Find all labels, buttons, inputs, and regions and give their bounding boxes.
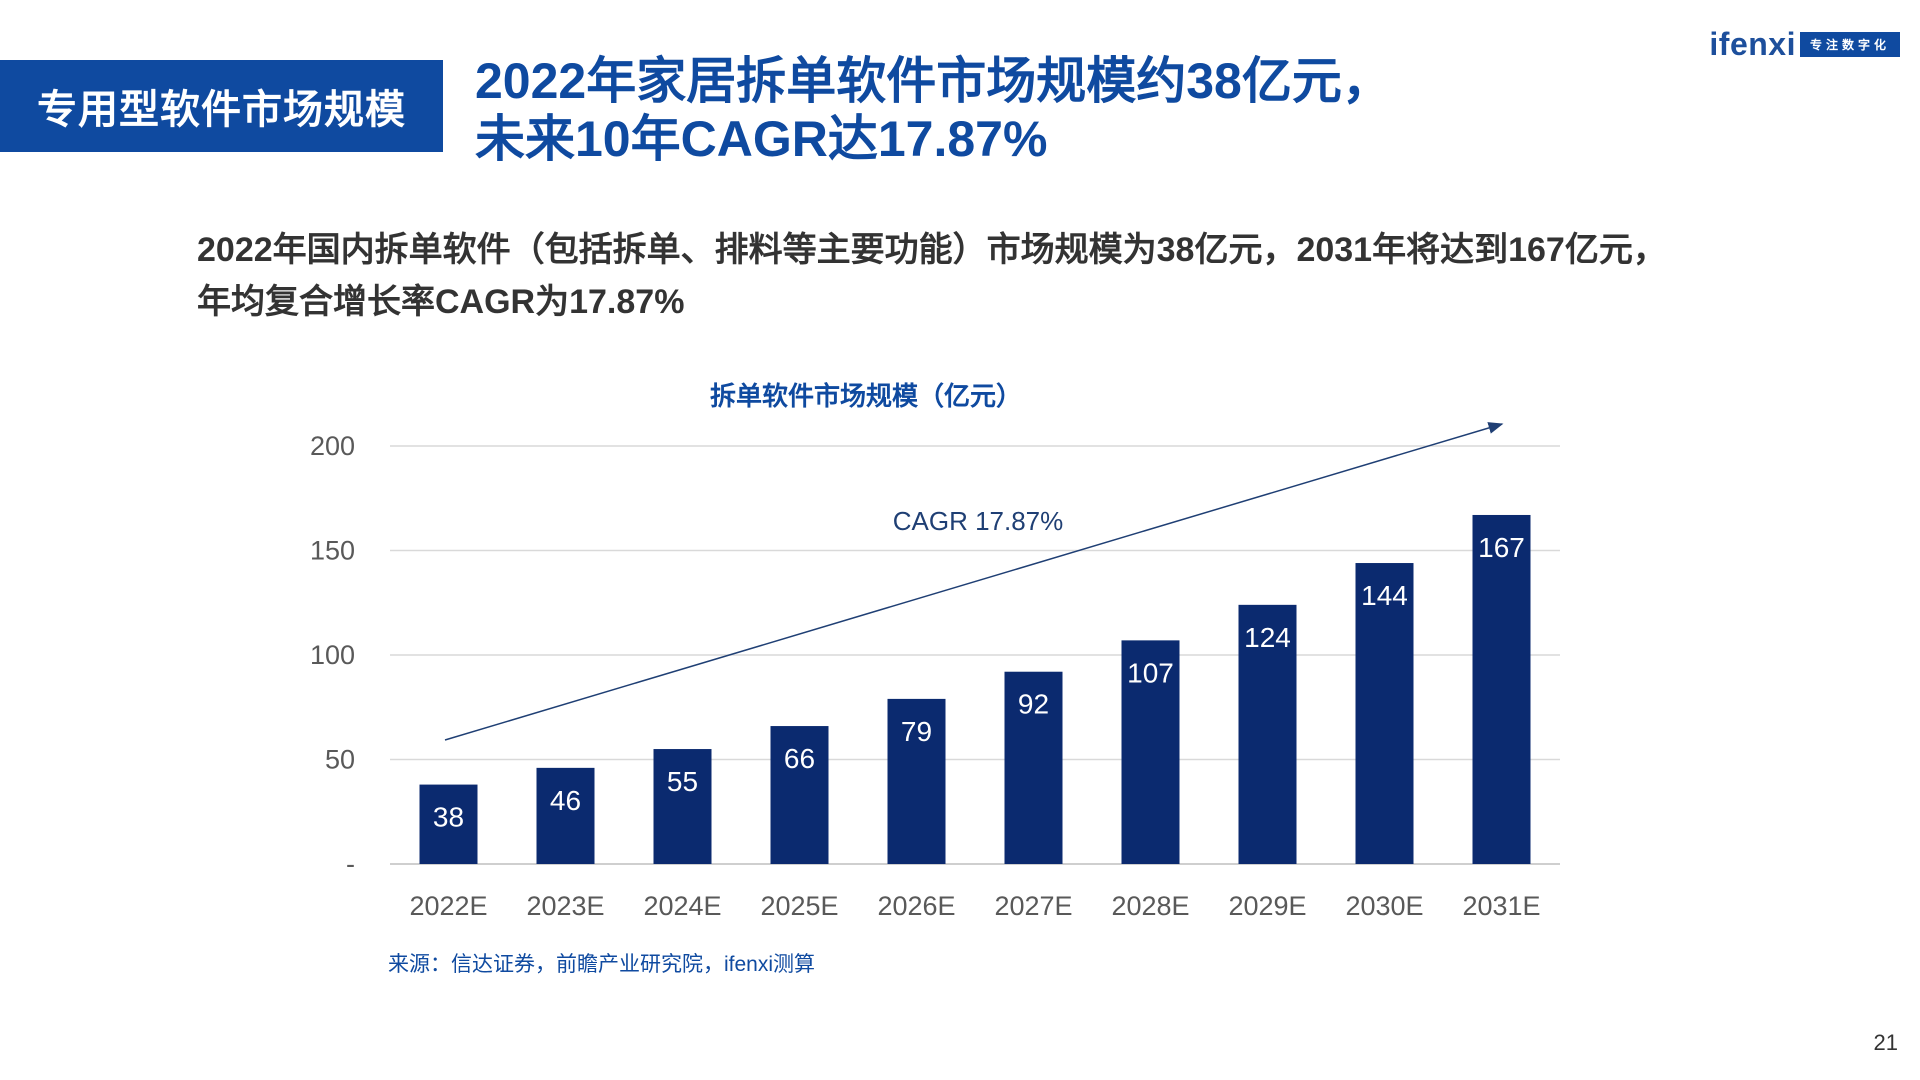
bar <box>1238 604 1297 864</box>
bar <box>887 698 946 864</box>
bar <box>1121 640 1180 864</box>
cagr-trend-arrow <box>444 422 1504 741</box>
source-note: 来源：信达证券，前瞻产业研究院，ifenxi测算 <box>388 953 816 976</box>
page-headline: 2022年家居拆单软件市场规模约38亿元， 未来10年CAGR达17.87% <box>475 52 1475 168</box>
bar <box>1004 671 1063 864</box>
chart-title: 拆单软件市场规模（亿元） <box>710 381 1022 411</box>
section-tag: 专用型软件市场规模 <box>0 60 443 152</box>
x-tick-label: 2024E <box>643 891 721 921</box>
x-tick-label: 2023E <box>526 891 604 921</box>
bar <box>770 726 829 864</box>
x-tick-label: 2028E <box>1111 891 1189 921</box>
bar-value-label: 55 <box>667 766 698 797</box>
bar-value-label: 79 <box>901 716 932 747</box>
bar-value-label: 66 <box>784 743 815 774</box>
bar-value-label: 92 <box>1018 689 1049 720</box>
bar-value-label: 107 <box>1127 657 1174 688</box>
y-tick-label: 200 <box>310 431 355 461</box>
brand-logo: ifenxi 专注数字化 <box>1709 26 1900 63</box>
page-number: 21 <box>1873 1030 1898 1055</box>
chart-bars <box>419 514 1531 864</box>
bar <box>1472 514 1531 864</box>
bar-value-label: 46 <box>550 785 581 816</box>
bar-value-label: 38 <box>433 802 464 833</box>
cagr-annotation: CAGR 17.87% <box>893 506 1064 536</box>
x-tick-label: 2031E <box>1462 891 1540 921</box>
x-tick-label: 2026E <box>877 891 955 921</box>
section-tag-label: 专用型软件市场规模 <box>37 88 406 132</box>
bar <box>536 767 595 864</box>
x-tick-label: 2030E <box>1345 891 1423 921</box>
bar-value-label: 124 <box>1244 622 1291 653</box>
x-tick-label: 2025E <box>760 891 838 921</box>
logo-wordmark: ifenxi <box>1709 26 1796 62</box>
summary-line-2: 年均复合增长率CAGR为17.87% <box>197 283 685 321</box>
bar <box>653 749 712 864</box>
chart-labels: - 50 100 150 200 38 2022E 46 2023E 55 2024E 66 2025E… <box>310 431 1541 921</box>
y-tick-label: 100 <box>310 640 355 670</box>
bar <box>419 784 478 864</box>
summary-text: 2022年国内拆单软件（包括拆单、排料等主要功能）市场规模为38亿元，2031年… <box>197 224 1797 328</box>
x-tick-label: 2022E <box>409 891 487 921</box>
x-tick-label: 2029E <box>1228 891 1306 921</box>
logo-tagline: 专注数字化 <box>1799 32 1900 57</box>
y-tick-label: - <box>346 849 355 879</box>
trend-line <box>444 422 1504 741</box>
summary-line-1: 2022年国内拆单软件（包括拆单、排料等主要功能）市场规模为38亿元，2031年… <box>197 231 1667 269</box>
bar <box>1355 563 1414 864</box>
bar-value-label: 144 <box>1361 580 1408 611</box>
y-tick-label: 50 <box>325 745 355 775</box>
headline-line-1: 2022年家居拆单软件市场规模约38亿元， <box>475 53 1392 109</box>
bar-value-label: 167 <box>1478 532 1525 563</box>
x-tick-label: 2027E <box>994 891 1072 921</box>
headline-line-2: 未来10年CAGR达17.87% <box>475 111 1048 167</box>
y-tick-label: 150 <box>310 536 355 566</box>
